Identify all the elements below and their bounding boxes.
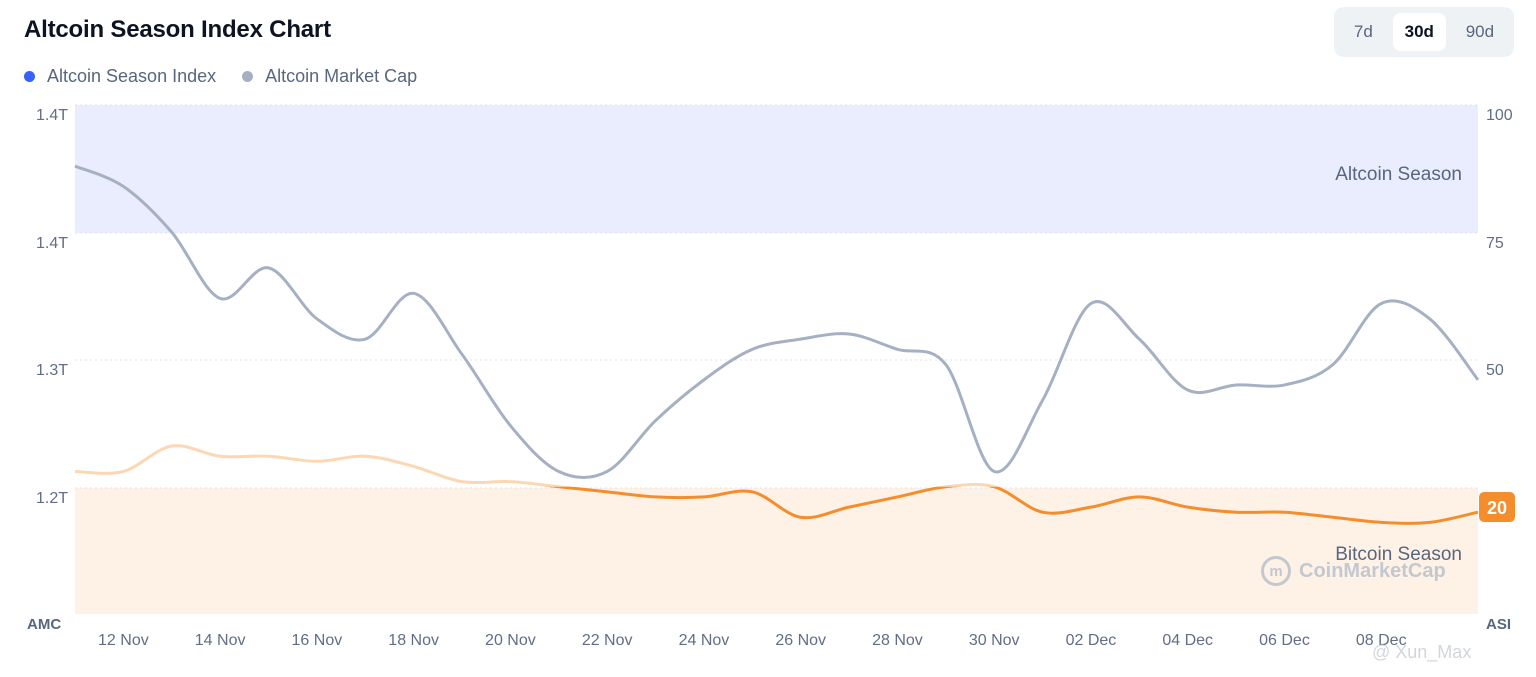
- x-tick-label: 22 Nov: [582, 632, 633, 649]
- x-tick-label: 06 Dec: [1259, 632, 1310, 649]
- legend-dot-market-cap: [242, 71, 254, 82]
- coinmarketcap-wordmark: CoinMarketCap: [1299, 559, 1446, 582]
- series-layer: [74, 164, 1480, 525]
- left-tick-label: 1.4T: [36, 107, 68, 124]
- chart-title: Altcoin Season Index Chart: [24, 16, 331, 43]
- x-tick-label: 30 Nov: [969, 632, 1020, 649]
- x-tick-label: 24 Nov: [679, 632, 730, 649]
- left-axis-label: AMC: [27, 616, 61, 633]
- altcoin-market-cap-line: [74, 164, 1480, 480]
- legend-label-asi: Altcoin Season Index: [47, 66, 217, 86]
- chart-legend: Altcoin Season Index Altcoin Market Cap: [24, 66, 417, 87]
- x-tick-label: 02 Dec: [1066, 632, 1117, 649]
- credit-watermark: @ Xun_Max: [1372, 642, 1472, 662]
- x-tick-label: 16 Nov: [292, 632, 343, 649]
- altcoin-season-index-line: [545, 486, 1479, 525]
- x-tick-label: 04 Dec: [1162, 632, 1213, 649]
- left-tick-label: 1.4T: [36, 235, 68, 252]
- range-button-30d[interactable]: 30d: [1392, 13, 1446, 51]
- right-tick-label: 50: [1486, 362, 1504, 379]
- altcoin-season-index-line-upper: [74, 444, 999, 487]
- x-tick-label: 20 Nov: [485, 632, 536, 649]
- x-tick-label: 28 Nov: [872, 632, 923, 649]
- legend-label-market-cap: Altcoin Market Cap: [265, 66, 418, 86]
- x-axis-ticks: 12 Nov 14 Nov 16 Nov 18 Nov 20 Nov 22 Nov 24 N…: [98, 632, 1407, 649]
- bitcoin-season-label: Bitcoin Season: [1335, 544, 1462, 565]
- right-tick-label: 75: [1486, 235, 1504, 252]
- legend-item-asi[interactable]: Altcoin Season Index: [24, 66, 216, 87]
- altcoin-season-zone: [75, 105, 1478, 233]
- x-tick-label: 26 Nov: [775, 632, 826, 649]
- range-button-90d[interactable]: 90d: [1465, 22, 1495, 41]
- altcoin-season-label: Altcoin Season: [1335, 164, 1462, 185]
- right-axis-label: ASI: [1486, 616, 1511, 633]
- x-tick-label: 14 Nov: [195, 632, 246, 649]
- x-tick-label: 08 Dec: [1356, 632, 1407, 649]
- right-tick-label: 100: [1486, 107, 1513, 124]
- legend-item-market-cap[interactable]: Altcoin Market Cap: [242, 66, 417, 87]
- time-range-selector: 7d 30d 90d: [1334, 7, 1514, 57]
- current-value-badge: [1479, 492, 1515, 522]
- range-button-7d[interactable]: 7d: [1353, 22, 1373, 41]
- legend-dot-asi: [24, 71, 35, 82]
- x-tick-label: 12 Nov: [98, 632, 149, 649]
- coinmarketcap-watermark: m CoinMarketCap: [1261, 556, 1446, 586]
- left-tick-label: 1.2T: [36, 490, 68, 507]
- current-value-text: 20: [1487, 498, 1507, 518]
- bitcoin-season-zone: [75, 488, 1478, 614]
- x-tick-label: 18 Nov: [388, 632, 439, 649]
- coinmarketcap-logo-icon: m: [1261, 556, 1291, 586]
- left-tick-label: 1.3T: [36, 362, 68, 379]
